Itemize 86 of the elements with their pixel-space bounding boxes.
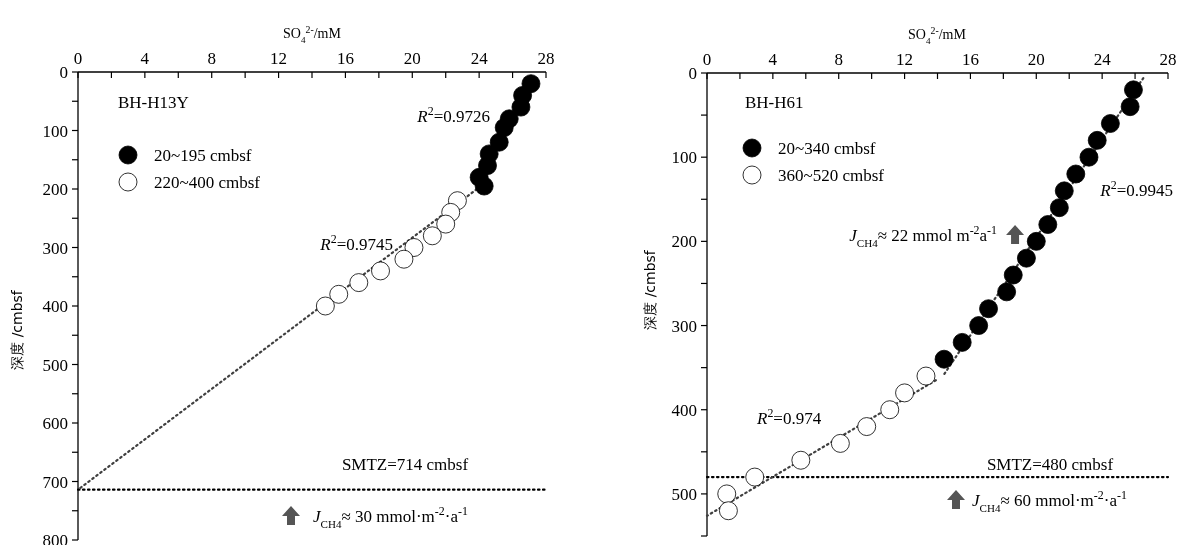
point	[1087, 130, 1107, 150]
x-tick-label: 28	[1159, 50, 1177, 69]
annotation: J$_{CH4}$≈ 60 mmol·m$^{-2}$·a$^{-1}$	[972, 488, 1127, 514]
x-tick-label: 8	[207, 49, 216, 68]
point	[791, 450, 811, 470]
y-tick-label: 200	[671, 232, 697, 252]
point	[895, 383, 914, 403]
point	[315, 296, 335, 316]
y-tick-label: 300	[42, 238, 68, 258]
x-tick-label: 0	[73, 49, 83, 68]
x-tick-label: 16	[336, 49, 354, 68]
y-axis-title: 深度 /cmbsf	[642, 249, 658, 330]
annotation: R$^{2}$=0.9726	[416, 104, 490, 126]
point	[719, 501, 738, 521]
point	[1120, 97, 1140, 117]
point	[934, 349, 954, 369]
x-tick-label: 24	[470, 49, 489, 68]
legend-label: 20~340 cmbsf	[778, 139, 876, 158]
point	[1026, 231, 1046, 251]
y-tick-label: 100	[671, 148, 697, 168]
x-tick-label: 12	[896, 50, 914, 69]
x-tick-label: 16	[961, 50, 979, 69]
x-tick-label: 0	[702, 50, 712, 69]
annotation: BH-H61	[745, 93, 804, 112]
point	[745, 467, 765, 487]
point	[1124, 80, 1143, 100]
point	[916, 366, 936, 386]
x-tick-label: 20	[1027, 50, 1045, 69]
point	[436, 214, 456, 234]
y-tick-label: 300	[671, 316, 697, 336]
x-tick-label: 4	[768, 50, 778, 69]
point	[511, 97, 531, 117]
y-tick-label: 700	[42, 472, 68, 492]
point	[969, 316, 989, 335]
point	[349, 273, 369, 292]
legend-label: 220~400 cmbsf	[154, 173, 261, 192]
x-tick-label: 4	[140, 49, 150, 68]
legend-label: 360~520 cmbsf	[778, 166, 885, 185]
annotation: J$_{CH4}$≈ 22 mmol m$^{-2}$a$^{-1}$	[849, 223, 998, 249]
point	[1017, 248, 1036, 268]
point	[857, 417, 877, 436]
x-axis-title: SO$_{4}$$^{2-}$/mM	[908, 24, 967, 46]
point	[1054, 181, 1074, 201]
y-tick-label: 0	[59, 63, 68, 82]
x-tick-label: 24	[1093, 50, 1112, 69]
point	[474, 176, 494, 196]
point	[494, 118, 514, 137]
point	[717, 484, 737, 504]
y-tick-label: 0	[688, 64, 697, 83]
point	[1038, 215, 1058, 234]
x-tick-label: 12	[270, 49, 288, 68]
point	[1079, 147, 1099, 167]
point	[1100, 114, 1120, 133]
annotation: R$^{2}$=0.9945	[1099, 178, 1173, 200]
y-tick-label: 400	[671, 400, 697, 420]
point	[1049, 198, 1069, 218]
point	[997, 282, 1017, 302]
point	[1066, 164, 1086, 184]
x-tick-label: 8	[834, 50, 843, 69]
annotation: BH-H13Y	[118, 93, 189, 112]
point	[1003, 265, 1023, 285]
point	[394, 249, 414, 269]
point	[422, 226, 442, 246]
annotation: R$^{2}$=0.974	[756, 406, 822, 428]
y-tick-label: 100	[42, 121, 68, 141]
ref-line-label: SMTZ=714 cmbsf	[341, 455, 469, 474]
annotation: J$_{CH4}$≈ 30 mmol·m$^{-2}$·a$^{-1}$	[313, 504, 468, 530]
legend-label: 20~195 cmbsf	[154, 146, 252, 165]
x-axis-title: SO$_{4}$$^{2-}$/mM	[283, 23, 342, 45]
ref-line-label: SMTZ=480 cmbsf	[986, 455, 1114, 474]
x-tick-label: 20	[403, 49, 421, 68]
x-tick-label: 28	[537, 49, 555, 68]
point	[880, 400, 900, 420]
y-axis-title: 深度 /cmbsf	[9, 289, 25, 370]
y-tick-label: 600	[42, 414, 68, 433]
point	[979, 299, 998, 319]
point	[371, 261, 390, 281]
point	[329, 284, 349, 304]
y-tick-label: 500	[42, 355, 68, 375]
annotation: R$^{2}$=0.9745	[319, 232, 393, 254]
y-tick-label: 400	[42, 297, 68, 316]
point	[952, 332, 972, 352]
point	[489, 132, 509, 152]
y-tick-label: 500	[671, 484, 697, 504]
y-tick-label: 200	[42, 180, 68, 199]
point	[830, 434, 850, 453]
